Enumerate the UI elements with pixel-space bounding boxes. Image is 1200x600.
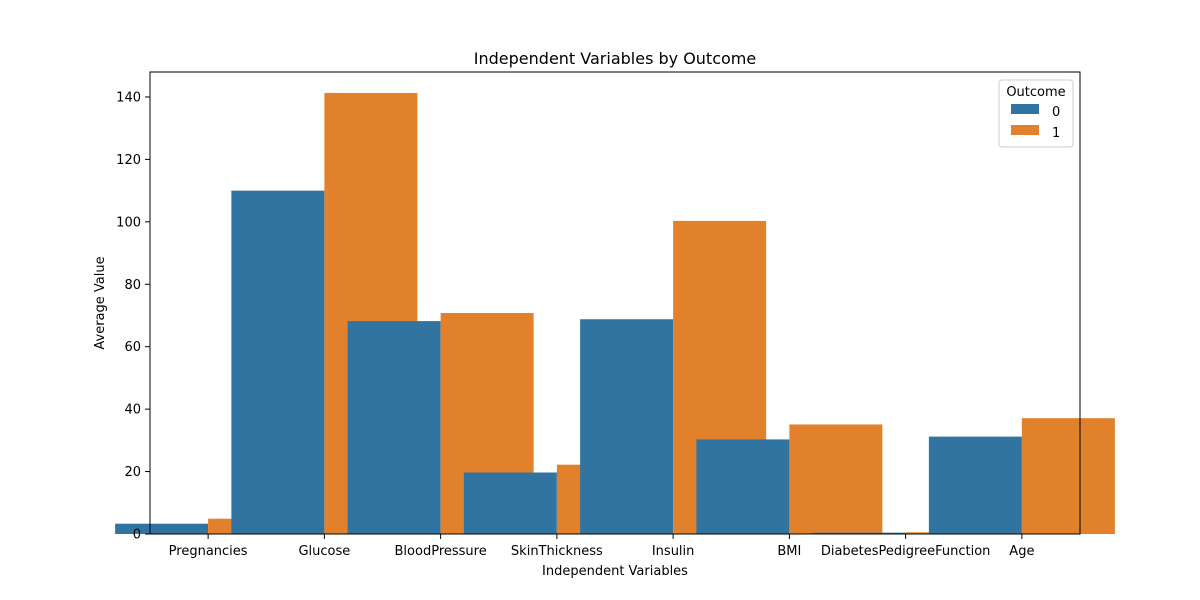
x-axis: Pregnancies Glucose BloodPressure SkinThick… (169, 534, 1034, 559)
y-tick-label-60: 60 (124, 340, 141, 355)
legend-label-0: 0 (1052, 105, 1060, 120)
y-tick-label-120: 120 (116, 153, 141, 168)
x-tick-label-Age: Age (1009, 544, 1034, 559)
legend-title: Outcome (1006, 85, 1065, 100)
bar-Pregnancies-outcome-0 (115, 523, 209, 534)
bar-BloodPressure-outcome-0 (347, 321, 441, 534)
bar-BMI-outcome-0 (696, 439, 790, 534)
y-axis-label: Average Value (93, 256, 108, 349)
bars-layer (115, 92, 1115, 535)
bar-Insulin-outcome-0 (580, 319, 674, 534)
legend: Outcome 0 1 (998, 79, 1074, 148)
x-tick-label-SkinThickness: SkinThickness (511, 544, 603, 559)
bar-DiabetesPedigreeFunction-outcome-0 (812, 532, 906, 534)
bar-Age-outcome-0 (928, 436, 1022, 534)
y-tick-label-100: 100 (116, 215, 141, 230)
y-tick-label-80: 80 (124, 278, 141, 293)
y-tick-label-40: 40 (124, 403, 141, 418)
y-axis: 0 20 40 60 80 100 120 140 (116, 90, 150, 543)
bar-BMI-outcome-1 (789, 424, 883, 534)
y-tick-label-140: 140 (116, 90, 141, 105)
bar-Age-outcome-1 (1021, 418, 1115, 534)
x-tick-label-Insulin: Insulin (652, 544, 695, 559)
x-tick-label-BMI: BMI (777, 544, 801, 559)
bar-SkinThickness-outcome-0 (463, 472, 557, 534)
x-tick-label-Pregnancies: Pregnancies (169, 544, 248, 559)
chart-title: Independent Variables by Outcome (474, 49, 756, 68)
x-axis-label: Independent Variables (542, 564, 688, 579)
x-tick-label-Glucose: Glucose (298, 544, 350, 559)
x-tick-label-DiabetesPedigreeFunction: DiabetesPedigreeFunction (821, 544, 991, 559)
legend-swatch-1 (1011, 125, 1039, 135)
legend-swatch-0 (1011, 104, 1039, 114)
y-tick-label-20: 20 (124, 465, 141, 480)
bar-Glucose-outcome-0 (231, 190, 325, 534)
x-tick-label-BloodPressure: BloodPressure (395, 544, 487, 559)
plot-frame (149, 71, 1081, 535)
y-tick-label-0: 0 (133, 528, 141, 543)
legend-label-1: 1 (1052, 126, 1060, 141)
